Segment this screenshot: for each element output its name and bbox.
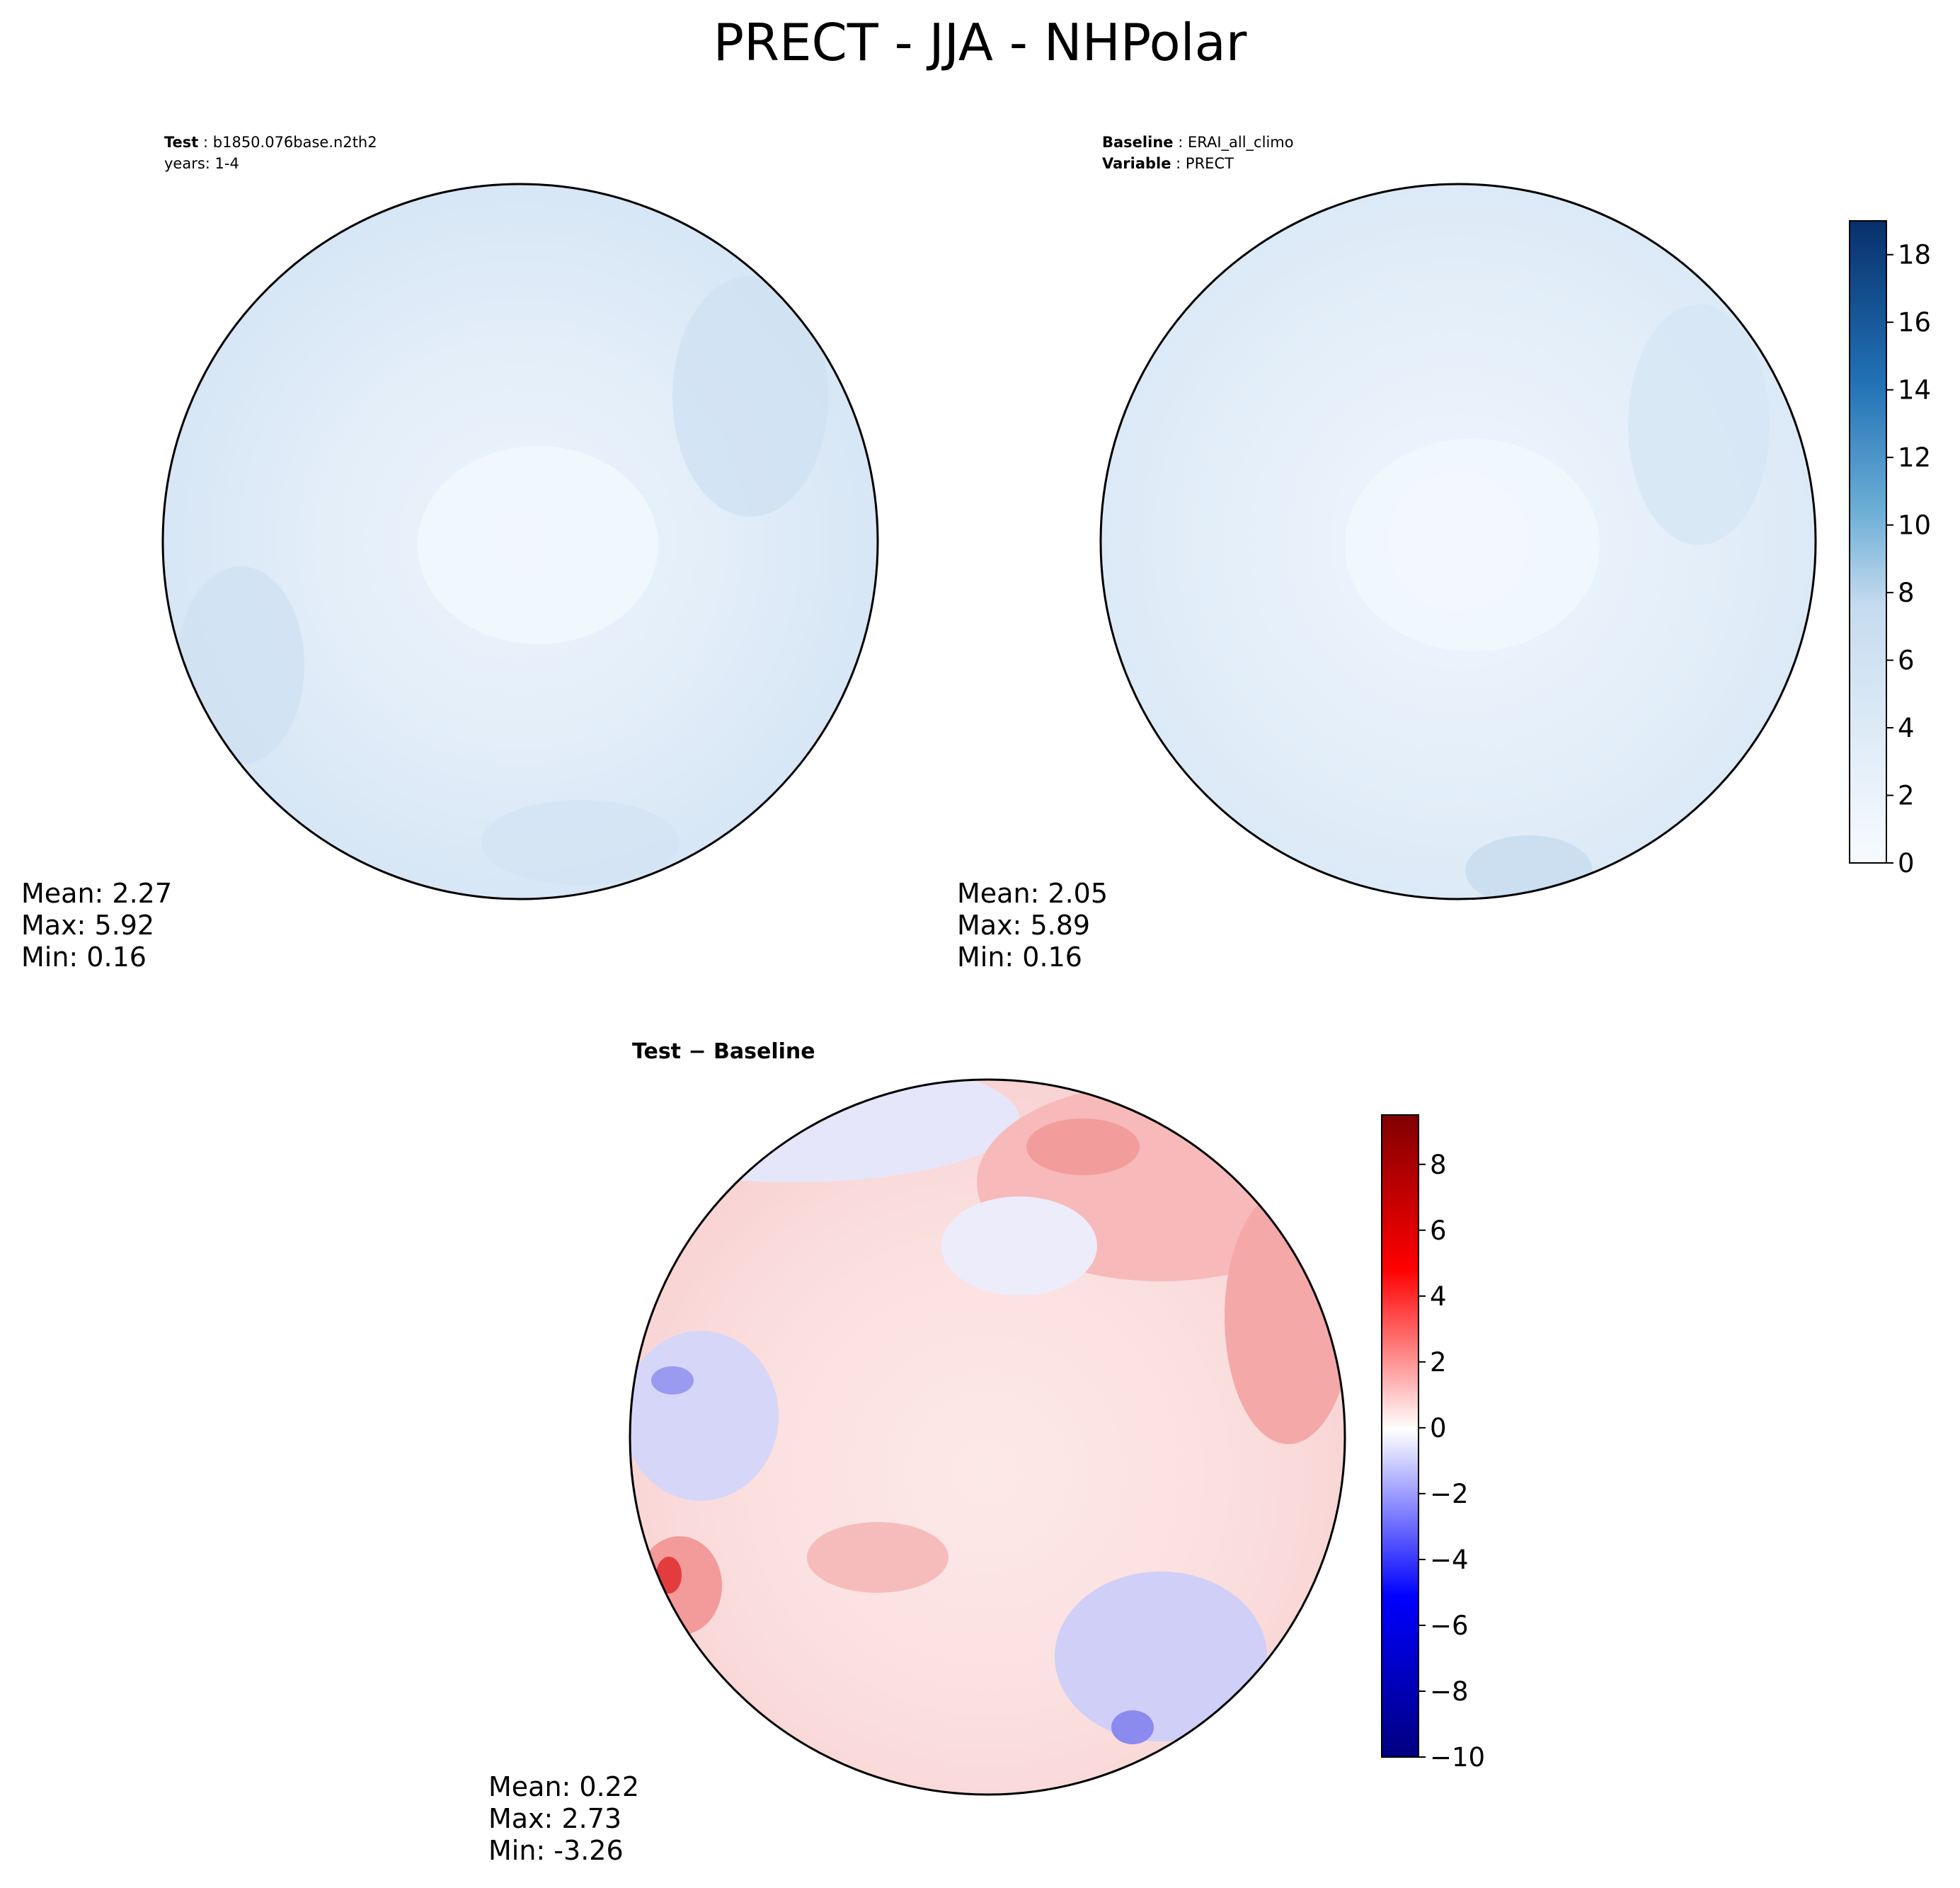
colorbar-tick-label: 16: [1898, 307, 1931, 338]
baseline-min: Min: 0.16: [957, 942, 1082, 973]
test-case: b1850.076base.n2th2: [212, 134, 377, 151]
colorbar-tick-label: 6: [1898, 646, 1915, 676]
colorbar-tick-label: −10: [1430, 1742, 1485, 1773]
diff-title: Test − Baseline: [632, 1039, 815, 1064]
test-map-border: [161, 183, 879, 900]
baseline-case: ERAI_all_climo: [1187, 134, 1294, 151]
colorbar-tick-label: 2: [1898, 781, 1915, 811]
test-stats: Mean: 2.27 Max: 5.92 Min: 0.16: [21, 878, 172, 973]
colorbar-diverging: 8 6 4 2 0 −2 −4 −6 −8 −10: [1381, 1114, 1485, 1773]
variable-name: PRECT: [1185, 155, 1234, 172]
colorbar-tick-label: −2: [1430, 1479, 1469, 1509]
colorbar-tick-label: 10: [1898, 510, 1931, 541]
baseline-precip-field: [1345, 304, 1770, 899]
baseline-label: Baseline: [1102, 134, 1174, 151]
colorbar-tick-label: −8: [1430, 1676, 1469, 1707]
baseline-map: [1099, 183, 1817, 900]
baseline-header: Baseline : ERAI_all_climo Variable : PRE…: [1102, 134, 1294, 172]
colorbar-sequential-ticks: 0 2 4 6 8 10 12 14 16 18: [1886, 240, 1931, 879]
colorbar-tick-label: 4: [1898, 713, 1915, 743]
diff-map: [629, 1078, 1346, 1796]
test-map: [161, 183, 879, 900]
variable-label: Variable: [1102, 155, 1171, 172]
test-max: Max: 5.92: [21, 910, 155, 941]
diff-min: Min: -3.26: [488, 1835, 624, 1866]
baseline-mean: Mean: 2.05: [957, 878, 1108, 909]
baseline-stats: Mean: 2.05 Max: 5.89 Min: 0.16: [957, 878, 1108, 973]
diff-max: Max: 2.73: [488, 1803, 622, 1834]
test-label: Test: [164, 134, 199, 151]
figure-title: PRECT - JJA - NHPolar: [713, 13, 1247, 72]
colorbar-sequential: 0 2 4 6 8 10 12 14 16 18: [1849, 220, 1931, 879]
test-min: Min: 0.16: [21, 942, 147, 973]
colorbar-diverging-ticks: 8 6 4 2 0 −2 −4 −6 −8 −10: [1419, 1150, 1485, 1773]
colorbar-tick-label: 2: [1430, 1347, 1447, 1378]
colorbar-tick-label: 8: [1430, 1150, 1447, 1180]
test-mean: Mean: 2.27: [21, 878, 173, 909]
colorbar-tick-label: 14: [1898, 375, 1931, 406]
colorbar-tick-label: 0: [1898, 848, 1915, 879]
colorbar-tick-label: 4: [1430, 1281, 1447, 1312]
baseline-map-border: [1099, 183, 1817, 900]
colorbar-tick-label: 12: [1898, 442, 1931, 473]
diff-stats: Mean: 0.22 Max: 2.73 Min: -3.26: [488, 1771, 639, 1867]
colorbar-tick-label: 0: [1430, 1413, 1447, 1443]
colorbar-tick-label: −4: [1430, 1545, 1469, 1575]
baseline-max: Max: 5.89: [957, 910, 1091, 941]
colorbar-tick-label: 6: [1430, 1215, 1447, 1246]
diff-mean: Mean: 0.22: [488, 1771, 640, 1802]
colorbar-tick-label: 8: [1898, 578, 1915, 608]
diff-map-border: [629, 1078, 1346, 1796]
test-header: Test : b1850.076base.n2th2 years: 1-4: [164, 132, 377, 174]
test-years: years: 1-4: [164, 155, 239, 172]
colorbar-tick-label: −6: [1430, 1610, 1469, 1641]
colorbar-tick-label: 18: [1898, 240, 1931, 270]
